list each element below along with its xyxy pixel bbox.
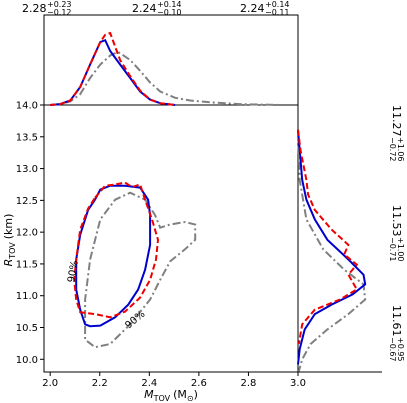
y-axis-label-unit: (km) [2, 214, 15, 240]
y-axis-label: RTOV (km) [2, 214, 17, 267]
x-axis-label-sub: TOV [153, 394, 171, 403]
x-tick-label: 2.6 [191, 378, 207, 389]
mass-stat-lower: −0.10 [157, 8, 182, 17]
y-axis-label-sub: TOV [8, 242, 17, 260]
radius-density [297, 129, 359, 345]
x-tick-label: 2.4 [141, 378, 157, 389]
x-axis-label-symbol: M [144, 388, 154, 401]
y-axis-label-symbol: R [2, 259, 15, 267]
y-tick-label: 11.5 [16, 259, 38, 270]
x-axis-label-close: ) [194, 388, 198, 401]
y-tick-label: 12.0 [16, 228, 38, 239]
radius-density [297, 129, 367, 372]
y-tick-label: 12.5 [16, 196, 38, 207]
contour [84, 191, 197, 349]
main-panel [43, 104, 299, 373]
mass-stat-upper: +0.14 [157, 0, 182, 9]
radius-stat: 11.53+1.00−0.71 [388, 205, 405, 262]
radius-stat-value: 11.53 [390, 205, 403, 237]
mass-stat: 2.28 +0.23−0.12 [22, 0, 72, 17]
radius-stat-upper: +1.06 [396, 137, 405, 162]
radius-density [297, 129, 367, 365]
contour-label: 90% [123, 309, 147, 332]
radius-stat-lower: −0.67 [388, 337, 397, 362]
x-axis-label-unit_sub: ⊙ [187, 394, 194, 403]
x-tick-label: 2.0 [42, 378, 58, 389]
mass-density [50, 38, 176, 106]
y-tick-label: 13.5 [16, 132, 38, 143]
mass-stat-lower: −0.11 [265, 8, 290, 17]
radius-stat-lower: −0.71 [388, 237, 397, 262]
contour [73, 181, 160, 319]
mass-stat-value: 2.24 [132, 2, 157, 15]
mass-stat-upper: +0.14 [265, 0, 290, 9]
y-tick-label: 13.0 [16, 164, 38, 175]
y-tick-label: 14.0 [16, 101, 38, 112]
x-tick-label: 3.0 [290, 378, 306, 389]
mass-stat: 2.24 +0.14−0.10 [132, 0, 182, 17]
radius-stat-upper: +0.95 [396, 337, 405, 362]
radius-stat-lower: −0.72 [388, 137, 397, 162]
mass-stat: 2.24 +0.14−0.11 [240, 0, 290, 17]
y-tick-label: 10.0 [16, 355, 38, 366]
x-tick-label: 2.8 [240, 378, 256, 389]
y-tick-label: 10.5 [16, 323, 38, 334]
mass-stat-lower: −0.12 [47, 8, 72, 17]
x-axis-label: MTOV (M⊙) [144, 388, 198, 403]
mass-stat-value: 2.28 [22, 2, 47, 15]
x-axis-label-unit: (M [173, 388, 187, 401]
radius-stat: 11.27+1.06−0.72 [388, 105, 405, 162]
x-tick-label: 2.2 [92, 378, 108, 389]
mass-stat-value: 2.24 [240, 2, 265, 15]
radius-stat-value: 11.27 [390, 105, 403, 137]
radius-stat: 11.61+0.95−0.67 [388, 305, 405, 362]
mass-density [50, 31, 176, 106]
y-tick-label: 11.0 [16, 291, 38, 302]
contour-label: 90% [66, 260, 81, 284]
mass-density [50, 50, 280, 106]
radius-stat-value: 11.61 [390, 305, 403, 337]
mass-stat-upper: +0.23 [47, 0, 72, 9]
radius-stat-upper: +1.00 [396, 237, 405, 262]
contour [75, 184, 152, 328]
